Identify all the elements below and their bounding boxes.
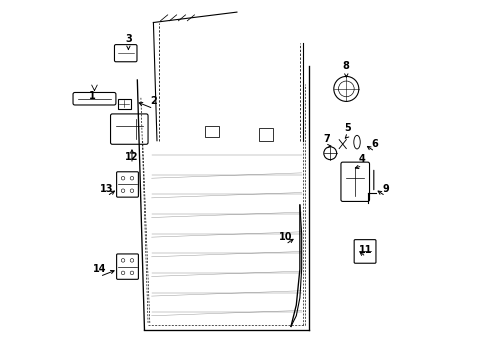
Text: 12: 12: [125, 152, 139, 162]
Text: 8: 8: [342, 61, 349, 71]
Bar: [258, 128, 272, 141]
Text: 6: 6: [371, 139, 378, 149]
Bar: [118, 99, 131, 109]
Text: 9: 9: [382, 184, 388, 194]
Text: 7: 7: [323, 134, 329, 144]
Text: 13: 13: [100, 184, 114, 194]
Text: 11: 11: [359, 245, 372, 255]
Text: 4: 4: [358, 154, 365, 163]
Text: 2: 2: [150, 96, 157, 107]
Bar: [205, 126, 219, 137]
Text: 10: 10: [278, 232, 292, 242]
Text: 14: 14: [93, 264, 106, 274]
Text: 3: 3: [125, 34, 131, 44]
Text: 1: 1: [89, 91, 96, 101]
Text: 5: 5: [344, 123, 351, 133]
